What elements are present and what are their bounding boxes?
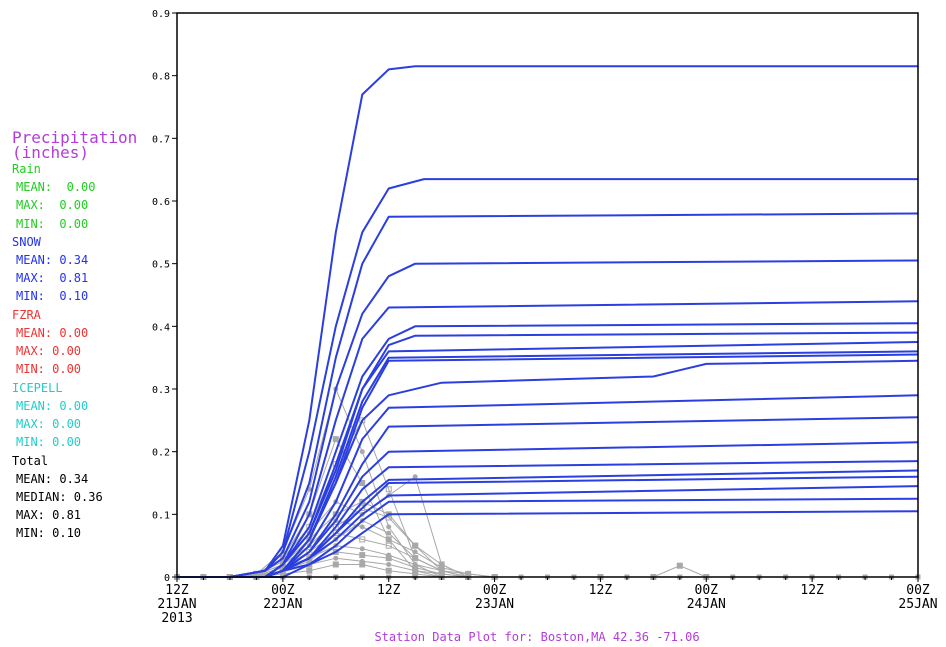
rate-point [386, 561, 392, 567]
x-tick-label: 00Z [906, 583, 930, 598]
rate-point [385, 542, 392, 549]
rate-point [438, 561, 445, 568]
rate-point [332, 530, 339, 537]
y-tick-label: 0.3 [152, 385, 170, 396]
rate-point [332, 523, 339, 530]
y-tick-label: 0.6 [152, 197, 170, 208]
legend-snow-label: SNOW [12, 234, 41, 249]
rate-point [359, 561, 366, 568]
rate-point [412, 542, 419, 549]
legend-fzra-mean: MEAN: 0.00 [16, 325, 89, 340]
x-tick-label: 00Z [271, 583, 295, 598]
rate-point [359, 524, 365, 530]
legend-units: (inches) [12, 143, 90, 162]
rate-point [386, 536, 392, 542]
legend-total-max: MAX: 0.81 [16, 508, 82, 523]
accumulation-series-11 [177, 359, 919, 578]
x-tick-label: 00Z [695, 583, 719, 598]
legend-fzra-max: MAX: 0.00 [16, 344, 82, 359]
x-tick-label: 23JAN [475, 597, 514, 612]
x-tick-label: 21JAN [157, 597, 196, 612]
x-tick-label: 2013 [161, 611, 192, 626]
legend-rain-min: MIN: 0.00 [16, 216, 89, 231]
rate-point [359, 480, 366, 486]
rate-point [306, 567, 313, 574]
chart-title: Station Data Plot for: Boston,MA 42.36 -… [374, 630, 699, 644]
x-tick-label: 12Z [589, 583, 613, 598]
rate-point [333, 555, 339, 561]
legend-total-min: MIN: 0.10 [16, 526, 82, 541]
legend-icepell-mean: MEAN: 0.00 [16, 398, 89, 413]
x-tick-label: 22JAN [263, 597, 302, 612]
rate-point [412, 474, 418, 480]
rate-point [359, 449, 365, 455]
y-tick-label: 0.2 [152, 448, 170, 459]
rate-point [306, 548, 313, 555]
rate-point [412, 555, 418, 561]
y-tick-label: 0.9 [152, 9, 170, 20]
rate-point [306, 555, 313, 562]
precipitation-legend: Precipitation (inches) Rain MEAN: 0.00 M… [12, 130, 137, 543]
legend-total-label: Total [12, 453, 49, 468]
rate-point [676, 562, 683, 569]
y-axis: 0 0.1 0.2 0.3 0.4 0.5 0.6 0.7 0.8 0.9 [152, 9, 177, 584]
legend-snow-min: MIN: 0.10 [16, 289, 89, 304]
rate-point [332, 436, 339, 443]
legend-rain-mean: MEAN: 0.00 [16, 180, 96, 194]
x-tick-label: 24JAN [687, 597, 726, 612]
accumulation-series-9 [177, 350, 919, 578]
x-tick-label: 12Z [165, 583, 189, 598]
rate-point [359, 505, 366, 512]
rate-point [359, 552, 366, 559]
y-tick-label: 0 [164, 573, 170, 584]
legend-title: Precipitation [12, 128, 138, 147]
legend-fzra-min: MIN: 0.00 [16, 362, 82, 377]
y-tick-label: 0.1 [152, 510, 170, 521]
rate-point [412, 549, 418, 555]
legend-fzra-label: FZRA [12, 307, 41, 322]
legend-snow-mean: MEAN: 0.34 [16, 252, 89, 267]
x-tick-label: 12Z [800, 583, 824, 598]
legend-rain-label: Rain [12, 162, 41, 176]
rate-point [385, 555, 392, 562]
x-tick-label: 25JAN [898, 597, 937, 612]
rate-point [359, 536, 366, 543]
rate-point [385, 486, 392, 493]
legend-total-median: MEDIAN: 0.36 [16, 489, 103, 504]
legend-icepell-min: MIN: 0.00 [16, 435, 82, 450]
accumulation-series-group [177, 65, 919, 578]
x-tick-label: 00Z [483, 583, 507, 598]
rate-point [359, 546, 365, 552]
rate-point [386, 530, 392, 536]
legend-icepell-max: MAX: 0.00 [16, 416, 82, 431]
y-tick-label: 0.5 [152, 260, 170, 271]
accumulation-series-4 [177, 259, 919, 578]
legend-icepell-label: ICEPELL [12, 380, 63, 395]
legend-rain-max: MAX: 0.00 [16, 198, 89, 213]
y-tick-label: 0.4 [152, 322, 170, 333]
y-tick-label: 0.7 [152, 134, 170, 145]
legend-total-mean: MEAN: 0.34 [16, 471, 89, 486]
y-tick-label: 0.8 [152, 72, 170, 83]
rate-point [386, 524, 392, 530]
rate-point [385, 567, 392, 574]
accumulation-series-8 [177, 341, 919, 578]
legend-snow-max: MAX: 0.81 [16, 271, 89, 286]
rate-point [332, 561, 339, 568]
x-tick-label: 12Z [377, 583, 401, 598]
